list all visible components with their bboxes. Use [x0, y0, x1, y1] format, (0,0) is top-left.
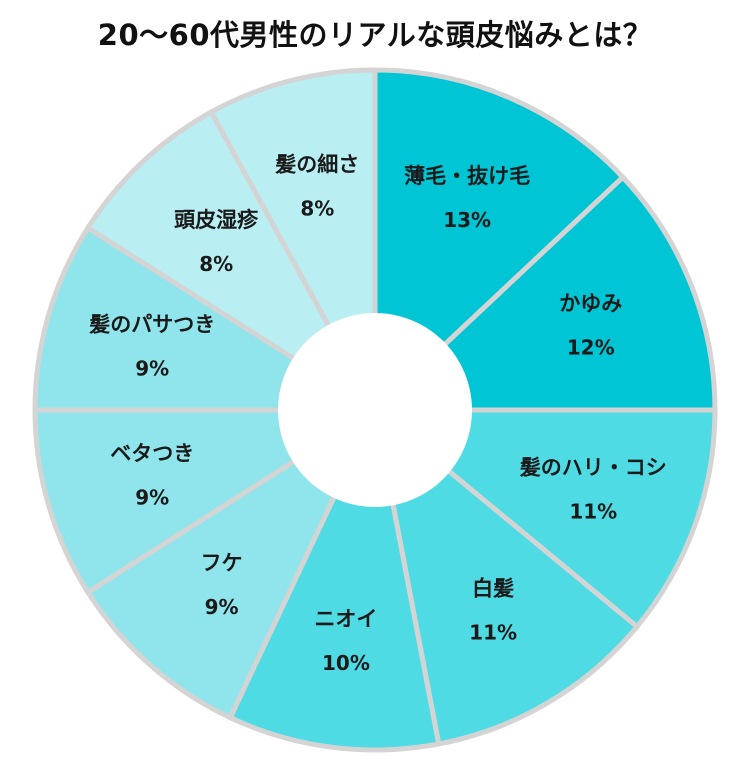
- slice-label-4: 白髪: [472, 577, 514, 601]
- slice-label-1: 薄毛・抜け毛: [404, 164, 530, 188]
- slice-9: [84, 108, 378, 413]
- slice-1: [372, 67, 627, 416]
- slice-label-8: 髪のパサつき: [88, 312, 215, 336]
- slice-label-2: かゆみ: [559, 292, 622, 316]
- slice-value-1: 13%: [443, 208, 491, 232]
- slice-value-9: 8%: [199, 252, 233, 276]
- slice-value-3: 11%: [569, 500, 617, 524]
- slice-label-7: ベタつき: [110, 442, 194, 466]
- slice-3: [368, 407, 718, 631]
- slice-value-7: 9%: [135, 486, 169, 510]
- slice-label-10: 髪の細さ: [274, 152, 359, 176]
- slice-value-5: 10%: [322, 651, 370, 675]
- slice-value-8: 9%: [135, 356, 169, 380]
- slice-2: [368, 173, 718, 413]
- slice-label-3: 髪のハリ・コシ: [519, 456, 667, 480]
- slice-6: [84, 403, 381, 721]
- chart-title: 20〜60代男性のリアルな頭皮悩みとは？: [97, 18, 653, 52]
- slice-value-2: 12%: [567, 336, 615, 360]
- slice-value-10: 8%: [300, 196, 334, 220]
- slice-label-5: ニオイ: [314, 607, 377, 631]
- donut-hole: [278, 313, 472, 507]
- slice-label-9: 頭皮湿疹: [174, 208, 259, 232]
- slice-value-4: 11%: [469, 621, 517, 645]
- slice-4: [371, 403, 641, 747]
- slice-value-6: 9%: [205, 595, 239, 619]
- slice-label-6: フケ: [201, 551, 243, 575]
